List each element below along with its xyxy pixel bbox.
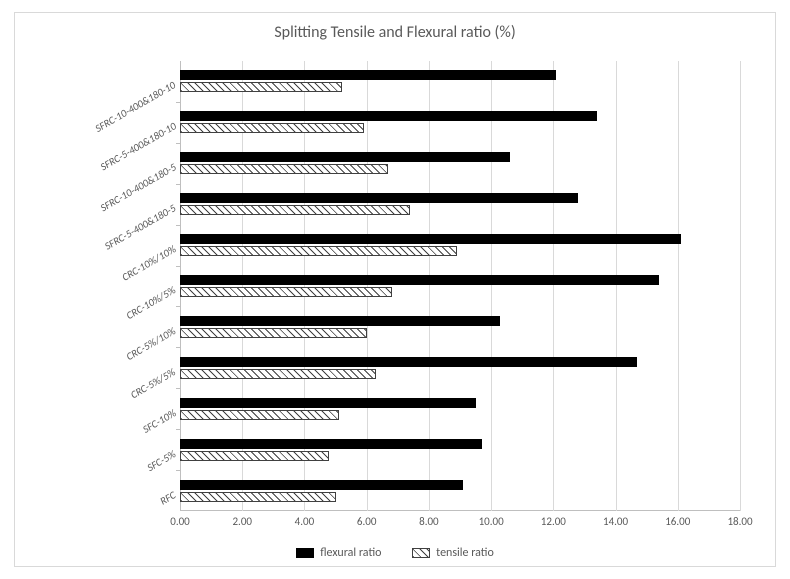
- bar-tensile: [180, 451, 329, 461]
- y-tick: [176, 347, 180, 348]
- y-tick: [176, 306, 180, 307]
- legend-item-tensile: tensile ratio: [412, 546, 494, 560]
- legend: flexural ratio tensile ratio: [15, 546, 775, 560]
- x-tick-label: 14.00: [603, 515, 628, 528]
- chart-outer: Splitting Tensile and Flexural ratio (%)…: [0, 0, 790, 579]
- x-gridline: [616, 61, 617, 511]
- category-label: CRC-10%/5%: [124, 280, 183, 322]
- bar-flexural: [180, 480, 463, 490]
- bar-tensile: [180, 369, 376, 379]
- bar-flexural: [180, 70, 556, 80]
- y-tick: [176, 225, 180, 226]
- x-tick-label: 12.00: [541, 515, 566, 528]
- x-tick-label: 10.00: [479, 515, 504, 528]
- y-tick: [176, 429, 180, 430]
- bar-tensile: [180, 410, 339, 420]
- bar-tensile: [180, 164, 388, 174]
- y-tick: [176, 102, 180, 103]
- legend-swatch-flexural: [296, 548, 314, 558]
- x-tick-label: 18.00: [727, 515, 752, 528]
- y-tick: [176, 184, 180, 185]
- bar-flexural: [180, 152, 510, 162]
- bar-tensile: [180, 82, 342, 92]
- bar-tensile: [180, 205, 410, 215]
- legend-label-flexural: flexural ratio: [320, 546, 381, 560]
- bar-flexural: [180, 111, 597, 121]
- y-tick: [176, 266, 180, 267]
- x-tick-label: 16.00: [665, 515, 690, 528]
- legend-label-tensile: tensile ratio: [436, 546, 494, 560]
- x-tick-label: 2.00: [232, 515, 252, 528]
- legend-swatch-tensile: [412, 548, 430, 558]
- x-tick-label: 6.00: [357, 515, 377, 528]
- chart-frame: Splitting Tensile and Flexural ratio (%)…: [14, 12, 776, 567]
- bar-flexural: [180, 357, 637, 367]
- bar-tensile: [180, 246, 457, 256]
- y-tick: [176, 143, 180, 144]
- bar-flexural: [180, 316, 500, 326]
- bar-flexural: [180, 439, 482, 449]
- category-label: SFC-10%: [140, 403, 183, 435]
- x-gridline: [740, 61, 741, 511]
- x-tick-label: 4.00: [295, 515, 315, 528]
- bar-flexural: [180, 275, 659, 285]
- bar-flexural: [180, 193, 578, 203]
- category-label: CRC-10%/10%: [119, 239, 183, 283]
- x-tick-label: 8.00: [419, 515, 439, 528]
- x-gridline: [678, 61, 679, 511]
- category-label: CRC-5%/5%: [129, 362, 184, 401]
- y-tick: [176, 470, 180, 471]
- bar-tensile: [180, 328, 367, 338]
- legend-item-flexural: flexural ratio: [296, 546, 381, 560]
- x-gridline: [553, 61, 554, 511]
- bar-tensile: [180, 123, 364, 133]
- category-label: CRC-5%/10%: [124, 321, 183, 363]
- x-gridline: [491, 61, 492, 511]
- y-tick: [176, 388, 180, 389]
- bar-flexural: [180, 234, 681, 244]
- bar-tensile: [180, 492, 336, 502]
- chart-title: Splitting Tensile and Flexural ratio (%): [15, 23, 775, 42]
- x-tick-label: 0.00: [170, 515, 190, 528]
- bar-tensile: [180, 287, 392, 297]
- plot-area: 0.002.004.006.008.0010.0012.0014.0016.00…: [180, 61, 740, 511]
- bar-flexural: [180, 398, 476, 408]
